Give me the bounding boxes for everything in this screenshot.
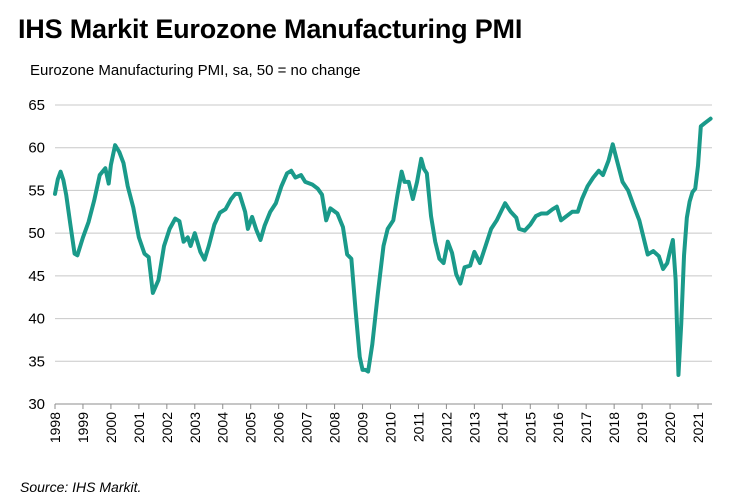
x-tick-label: 2021 xyxy=(690,412,706,443)
x-tick-label: 2004 xyxy=(215,412,231,443)
x-tick-label: 2019 xyxy=(634,412,650,443)
x-tick-label: 2018 xyxy=(606,412,622,443)
x-tick-label: 2001 xyxy=(131,412,147,443)
x-tick-label: 1999 xyxy=(75,412,91,443)
x-tick-label: 2015 xyxy=(522,412,538,443)
x-tick-label: 2013 xyxy=(466,412,482,443)
x-tick-label: 2002 xyxy=(159,412,175,443)
x-tick-label: 2003 xyxy=(187,412,203,443)
y-tick-label: 30 xyxy=(28,396,45,413)
chart-source: Source: IHS Markit. xyxy=(20,479,142,495)
x-tick-label: 2008 xyxy=(327,412,343,443)
y-tick-label: 60 xyxy=(28,140,45,157)
x-tick-label: 2007 xyxy=(299,412,315,443)
x-tick-label: 2010 xyxy=(382,412,398,443)
x-tick-label: 2014 xyxy=(494,412,510,443)
x-tick-label: 2020 xyxy=(662,412,678,443)
y-tick-label: 40 xyxy=(28,311,45,328)
y-tick-label: 50 xyxy=(28,225,45,242)
series-line-0 xyxy=(53,116,713,377)
x-tick-label: 2000 xyxy=(103,412,119,443)
y-tick-label: 55 xyxy=(28,182,45,199)
series-group xyxy=(53,116,713,377)
y-tick-label: 65 xyxy=(28,97,45,114)
x-tick-label: 2012 xyxy=(438,412,454,443)
x-tick-label: 2006 xyxy=(271,412,287,443)
x-tick-label: 2016 xyxy=(550,412,566,443)
x-tick-label: 1998 xyxy=(47,412,63,443)
x-axis: 1998 1999 2000 2001 2002 2003 2004 2005 2006 2007… xyxy=(47,403,712,443)
x-tick-label: 2017 xyxy=(578,412,594,443)
y-tick-label: 35 xyxy=(28,353,45,370)
y-axis: 30 35 40 45 50 55 60 65 xyxy=(28,97,45,413)
chart-subtitle: Eurozone Manufacturing PMI, sa, 50 = no … xyxy=(30,62,361,79)
x-tick-label: 2009 xyxy=(355,412,371,443)
gridlines xyxy=(55,104,712,362)
chart-title: IHS Markit Eurozone Manufacturing PMI xyxy=(18,14,523,44)
y-tick-label: 45 xyxy=(28,268,45,285)
x-tick-label: 2011 xyxy=(410,412,426,442)
x-tick-label: 2005 xyxy=(243,412,259,443)
